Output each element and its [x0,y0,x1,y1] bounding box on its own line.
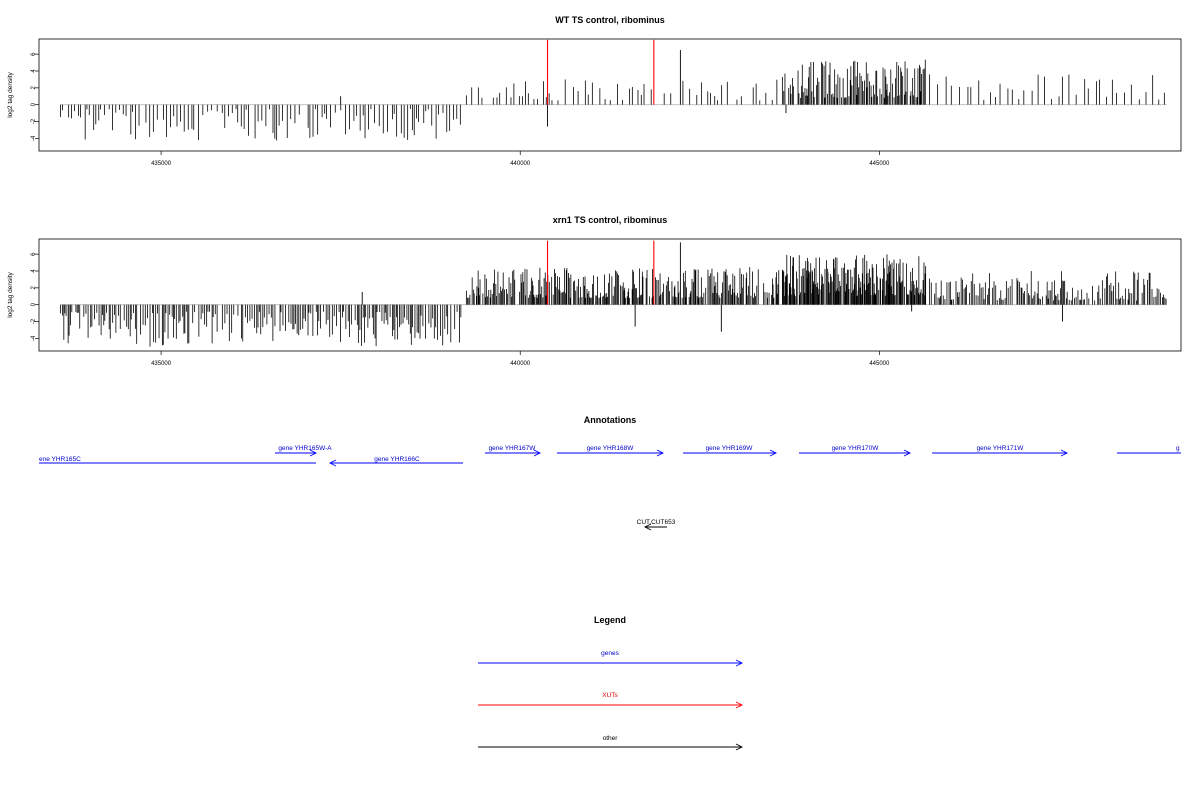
panel-xrn1-ylabel: log2 tag density [7,271,14,317]
panel-xrn1-axes: -4 -2 0 2 4 6 435000 440000 445000 [31,252,890,367]
panel-wt-frame [38,38,1182,152]
gene-label: gene YHR168W [587,445,635,452]
panel-wt-axes: -4 -2 0 2 4 6 435000 440000 445000 [31,52,890,167]
x-tick-label: 440000 [510,361,531,367]
legend-item-other: other [478,735,744,751]
gene-annotation: gene YHR167W [485,445,542,457]
legend: Legend genes XUTs other [478,615,744,751]
x-tick-label: 435000 [151,161,172,167]
y-tick-label: 6 [31,52,37,56]
gene-annotation: ene YHR165C [39,456,316,464]
y-tick-label: -2 [31,318,37,324]
gene-label: g [1176,445,1180,452]
y-tick-label: 4 [31,269,37,273]
arrow-right-icon [903,449,912,457]
legend-label: other [603,735,619,742]
arrow-left-icon [643,523,652,531]
gene-annotation: g [1117,445,1181,454]
y-tick-label: 0 [31,102,37,106]
panel-xrn1-bars [60,240,1167,347]
gene-label: gene YHR166C [374,456,420,463]
gene-label: gene YHR165W-A [278,445,332,452]
legend-item-genes: genes [478,650,744,667]
x-tick-label: 435000 [151,361,172,367]
y-tick-label: -2 [31,118,37,124]
arrow-right-icon [769,449,778,457]
gene-label: ene YHR165C [39,456,81,463]
panel-xrn1: xrn1 TS control, ribominus log2 tag dens… [7,215,1182,367]
gene-label: gene YHR171W [977,445,1025,452]
gene-annotation: gene YHR171W [932,445,1069,457]
panel-wt-bars [60,39,1167,141]
gene-annotation: gene YHR165W-A [275,445,332,457]
gene-label: gene YHR170W [832,445,880,452]
other-annotation: CUT.CUT653 [637,519,676,531]
y-tick-label: 4 [31,69,37,73]
legend-item-xuts: XUTs [478,692,744,709]
x-tick-label: 440000 [510,161,531,167]
y-tick-label: -4 [31,135,37,141]
gene-label: gene YHR167W [489,445,537,452]
panel-wt-title: WT TS control, ribominus [555,15,665,25]
other-label: CUT.CUT653 [637,519,676,526]
annotations-track: Annotations ene YHR165C gene YHR165W-A g… [39,415,1181,531]
arrow-right-icon [309,449,318,457]
legend-label: genes [601,650,619,657]
x-tick-label: 445000 [869,161,890,167]
y-tick-label: 0 [31,302,37,306]
gene-annotation: gene YHR170W [799,445,912,457]
gene-label: gene YHR169W [706,445,754,452]
gene-annotation: gene YHR166C [328,456,463,467]
arrow-right-icon [735,743,744,751]
panel-wt: WT TS control, ribominus log2 tag densit… [7,15,1182,167]
panel-xrn1-frame [38,238,1182,352]
legend-label: XUTs [602,692,618,699]
gene-annotation: gene YHR168W [557,445,665,457]
y-tick-label: 6 [31,252,37,256]
x-tick-label: 445000 [869,361,890,367]
arrow-right-icon [735,701,744,709]
y-tick-label: -4 [31,335,37,341]
legend-title: Legend [594,615,626,625]
panel-xrn1-title: xrn1 TS control, ribominus [553,215,668,225]
arrow-right-icon [533,449,542,457]
arrow-right-icon [1060,449,1069,457]
y-tick-label: 2 [31,86,37,90]
gene-annotation: gene YHR169W [683,445,778,457]
arrow-left-icon [328,459,337,467]
panel-wt-ylabel: log2 tag density [7,71,14,117]
y-tick-label: 2 [31,286,37,290]
arrow-right-icon [656,449,665,457]
annotations-title: Annotations [584,415,637,425]
arrow-right-icon [735,659,744,667]
